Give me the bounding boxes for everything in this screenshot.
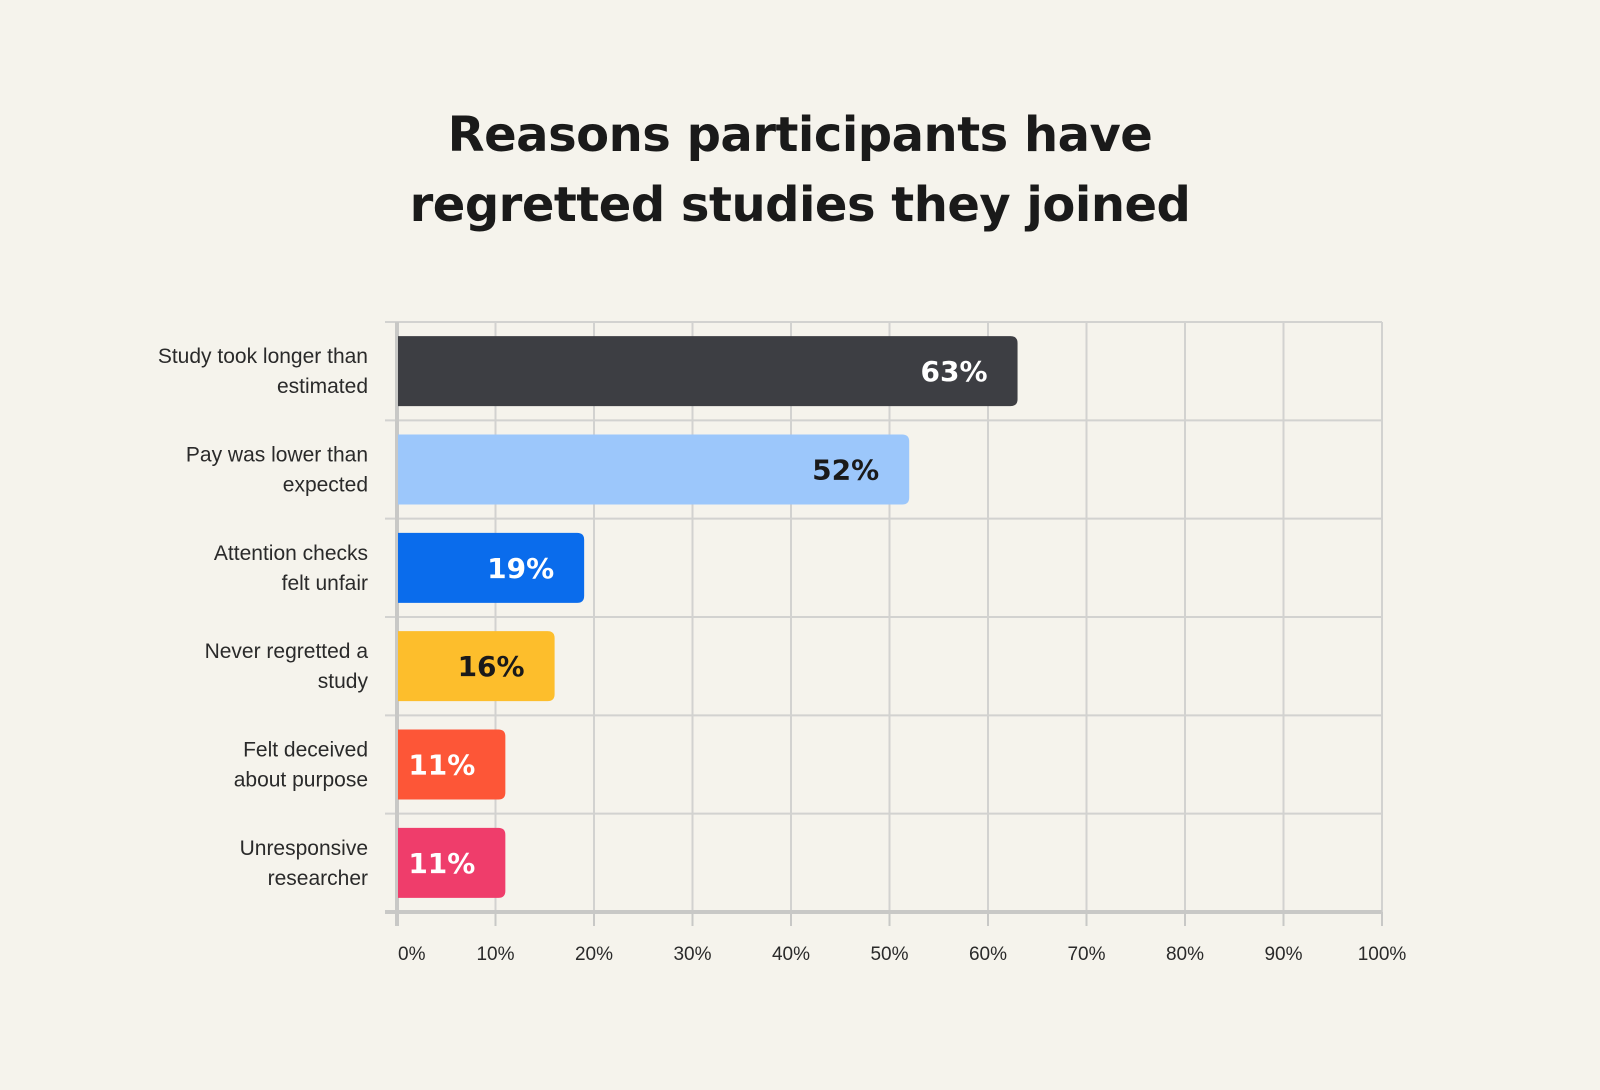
category-label-4-line-2: study xyxy=(318,670,369,693)
bar-value-label-2: 52% xyxy=(812,454,879,487)
x-tick-label: 80% xyxy=(1166,944,1204,965)
x-tick-label: 20% xyxy=(575,944,613,965)
x-tick-label: 0% xyxy=(398,944,426,965)
category-label-3-line-1: Attention checks xyxy=(214,542,368,565)
bar-5 xyxy=(398,729,506,800)
x-tick-label: 90% xyxy=(1264,944,1302,965)
category-label-2-line-1: Pay was lower than xyxy=(186,444,368,467)
bar-value-label-3: 19% xyxy=(487,552,554,585)
category-label-1-line-1: Study took longer than xyxy=(158,345,368,368)
category-label-4-line-1: Never regretted a xyxy=(205,640,369,663)
x-tick-label: 30% xyxy=(673,944,711,965)
bar-2 xyxy=(398,434,910,505)
chart-title: Reasons participants have regretted stud… xyxy=(0,100,1600,240)
bar-6 xyxy=(398,827,506,898)
bar-value-label-6: 11% xyxy=(408,847,475,880)
bar-value-label-1: 63% xyxy=(921,355,988,388)
x-tick-label: 70% xyxy=(1067,944,1105,965)
chart-title-line-2: regretted studies they joined xyxy=(409,177,1191,233)
x-tick-label: 50% xyxy=(870,944,908,965)
x-tick-label: 10% xyxy=(476,944,514,965)
x-tick-label: 60% xyxy=(969,944,1007,965)
category-label-1-line-2: estimated xyxy=(277,375,368,398)
chart-title-line-1: Reasons participants have xyxy=(447,107,1153,163)
bar-value-label-4: 16% xyxy=(458,650,525,683)
bar-3 xyxy=(398,532,585,603)
category-label-5-line-2: about purpose xyxy=(234,769,368,792)
category-label-3-line-2: felt unfair xyxy=(282,572,368,595)
bar-value-label-5: 11% xyxy=(408,749,475,782)
category-label-6-line-1: Unresponsive xyxy=(240,837,368,860)
x-tick-label: 40% xyxy=(772,944,810,965)
x-tick-label: 100% xyxy=(1358,944,1407,965)
category-label-2-line-2: expected xyxy=(283,474,368,497)
category-label-6-line-2: researcher xyxy=(268,867,368,890)
bar-1 xyxy=(398,336,1018,407)
category-label-5-line-1: Felt deceived xyxy=(243,739,368,762)
bar-4 xyxy=(398,631,555,702)
